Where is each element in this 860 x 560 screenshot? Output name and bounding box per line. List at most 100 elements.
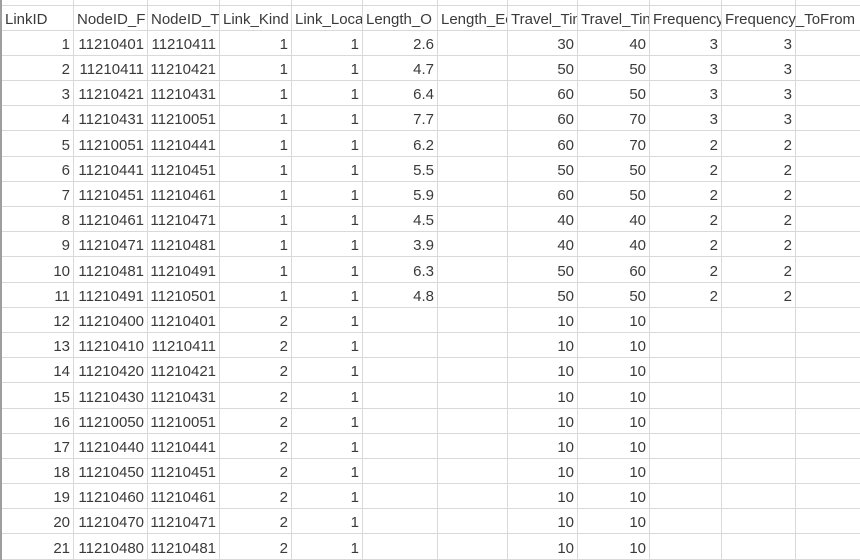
cell[interactable]: 21 <box>2 534 74 560</box>
cell[interactable]: 3 <box>722 55 796 82</box>
cell[interactable]: 5.9 <box>363 181 438 207</box>
cell[interactable] <box>796 106 860 132</box>
cell[interactable]: 10 <box>578 458 650 485</box>
cell[interactable]: 11210461 <box>148 484 220 510</box>
cell[interactable]: 7.7 <box>363 106 438 132</box>
cell[interactable]: 2 <box>650 207 722 233</box>
cell[interactable]: 50 <box>508 257 578 283</box>
cell[interactable]: 1 <box>292 307 363 333</box>
cell[interactable] <box>796 358 860 384</box>
cell[interactable]: 1 <box>292 131 363 157</box>
cell[interactable]: 5 <box>2 131 74 157</box>
cell[interactable]: 2 <box>220 307 292 333</box>
header-cell[interactable]: NodeID_F <box>74 5 148 31</box>
cell[interactable]: 3.9 <box>363 232 438 258</box>
cell[interactable] <box>220 0 292 6</box>
cell[interactable]: 3 <box>722 30 796 56</box>
cell[interactable]: 1 <box>220 55 292 82</box>
cell[interactable]: 1 <box>292 81 363 107</box>
cell[interactable] <box>650 534 722 560</box>
cell[interactable] <box>796 333 860 359</box>
cell[interactable] <box>650 433 722 459</box>
cell[interactable] <box>796 534 860 560</box>
cell[interactable]: 1 <box>220 181 292 207</box>
cell[interactable]: 2 <box>650 282 722 308</box>
cell[interactable]: 7 <box>2 181 74 207</box>
cell[interactable]: 11210471 <box>148 207 220 233</box>
cell[interactable] <box>722 383 796 409</box>
cell[interactable] <box>650 408 722 434</box>
cell[interactable]: 1 <box>220 81 292 107</box>
cell[interactable]: 11210051 <box>148 106 220 132</box>
cell[interactable]: 2 <box>722 131 796 157</box>
cell[interactable]: 50 <box>508 156 578 182</box>
cell[interactable]: 11210450 <box>74 458 148 485</box>
cell[interactable]: 2.6 <box>363 30 438 56</box>
cell[interactable]: 1 <box>292 509 363 535</box>
cell[interactable]: 13 <box>2 332 74 359</box>
cell[interactable]: 10 <box>508 358 578 384</box>
cell[interactable]: 2 <box>220 358 292 384</box>
cell[interactable]: 4.5 <box>363 207 438 233</box>
cell[interactable] <box>796 157 860 182</box>
cell[interactable] <box>438 282 508 308</box>
cell[interactable] <box>722 307 796 333</box>
cell[interactable] <box>650 358 722 384</box>
cell[interactable]: 2 <box>650 131 722 157</box>
cell[interactable]: 1 <box>292 433 363 459</box>
cell[interactable]: 20 <box>2 509 74 535</box>
cell[interactable]: 11210421 <box>74 81 148 107</box>
cell[interactable]: 11210440 <box>74 433 148 459</box>
cell[interactable] <box>438 383 508 409</box>
cell[interactable] <box>363 534 438 560</box>
cell[interactable]: 1 <box>292 232 363 258</box>
cell[interactable]: 11210051 <box>148 408 220 434</box>
cell[interactable] <box>796 207 860 233</box>
cell[interactable]: 12 <box>2 307 74 333</box>
cell[interactable]: 11210421 <box>148 55 220 82</box>
cell[interactable]: 1 <box>220 282 292 308</box>
cell[interactable]: 11210400 <box>74 307 148 333</box>
cell[interactable] <box>292 0 363 6</box>
cell[interactable]: 2 <box>220 433 292 459</box>
cell[interactable]: 10 <box>508 534 578 560</box>
cell[interactable] <box>438 156 508 182</box>
cell[interactable] <box>650 0 722 6</box>
cell[interactable]: 3 <box>2 81 74 107</box>
cell[interactable] <box>363 358 438 384</box>
cell[interactable]: 60 <box>578 257 650 283</box>
cell[interactable]: 3 <box>650 30 722 56</box>
cell[interactable] <box>796 383 860 409</box>
cell[interactable]: 70 <box>578 106 650 132</box>
cell[interactable]: 50 <box>508 55 578 82</box>
cell[interactable]: 10 <box>508 307 578 333</box>
cell[interactable]: 11210461 <box>74 207 148 233</box>
cell[interactable]: 11210480 <box>74 534 148 560</box>
cell[interactable]: 60 <box>508 81 578 107</box>
cell[interactable]: 11210471 <box>148 509 220 535</box>
cell[interactable]: 1 <box>292 106 363 132</box>
cell[interactable]: 11210470 <box>74 509 148 535</box>
cell[interactable] <box>438 408 508 434</box>
cell[interactable] <box>438 358 508 384</box>
cell[interactable]: 50 <box>508 282 578 308</box>
cell[interactable]: 2 <box>650 232 722 258</box>
header-cell[interactable]: Link_Kind <box>220 5 292 31</box>
cell[interactable]: 1 <box>292 332 363 359</box>
cell[interactable] <box>796 31 860 56</box>
cell[interactable] <box>650 332 722 359</box>
cell[interactable]: 2 <box>220 534 292 560</box>
cell[interactable]: 11210401 <box>148 307 220 333</box>
cell[interactable] <box>363 408 438 434</box>
cell[interactable]: 10 <box>578 332 650 359</box>
cell[interactable]: 2 <box>220 332 292 359</box>
cell[interactable]: 40 <box>508 207 578 233</box>
cell[interactable]: 1 <box>292 458 363 485</box>
cell[interactable] <box>796 409 860 434</box>
cell[interactable]: 50 <box>578 156 650 182</box>
cell[interactable] <box>438 509 508 535</box>
cell[interactable] <box>722 433 796 459</box>
cell[interactable]: 10 <box>578 484 650 510</box>
cell[interactable] <box>438 458 508 485</box>
cell[interactable] <box>722 332 796 359</box>
